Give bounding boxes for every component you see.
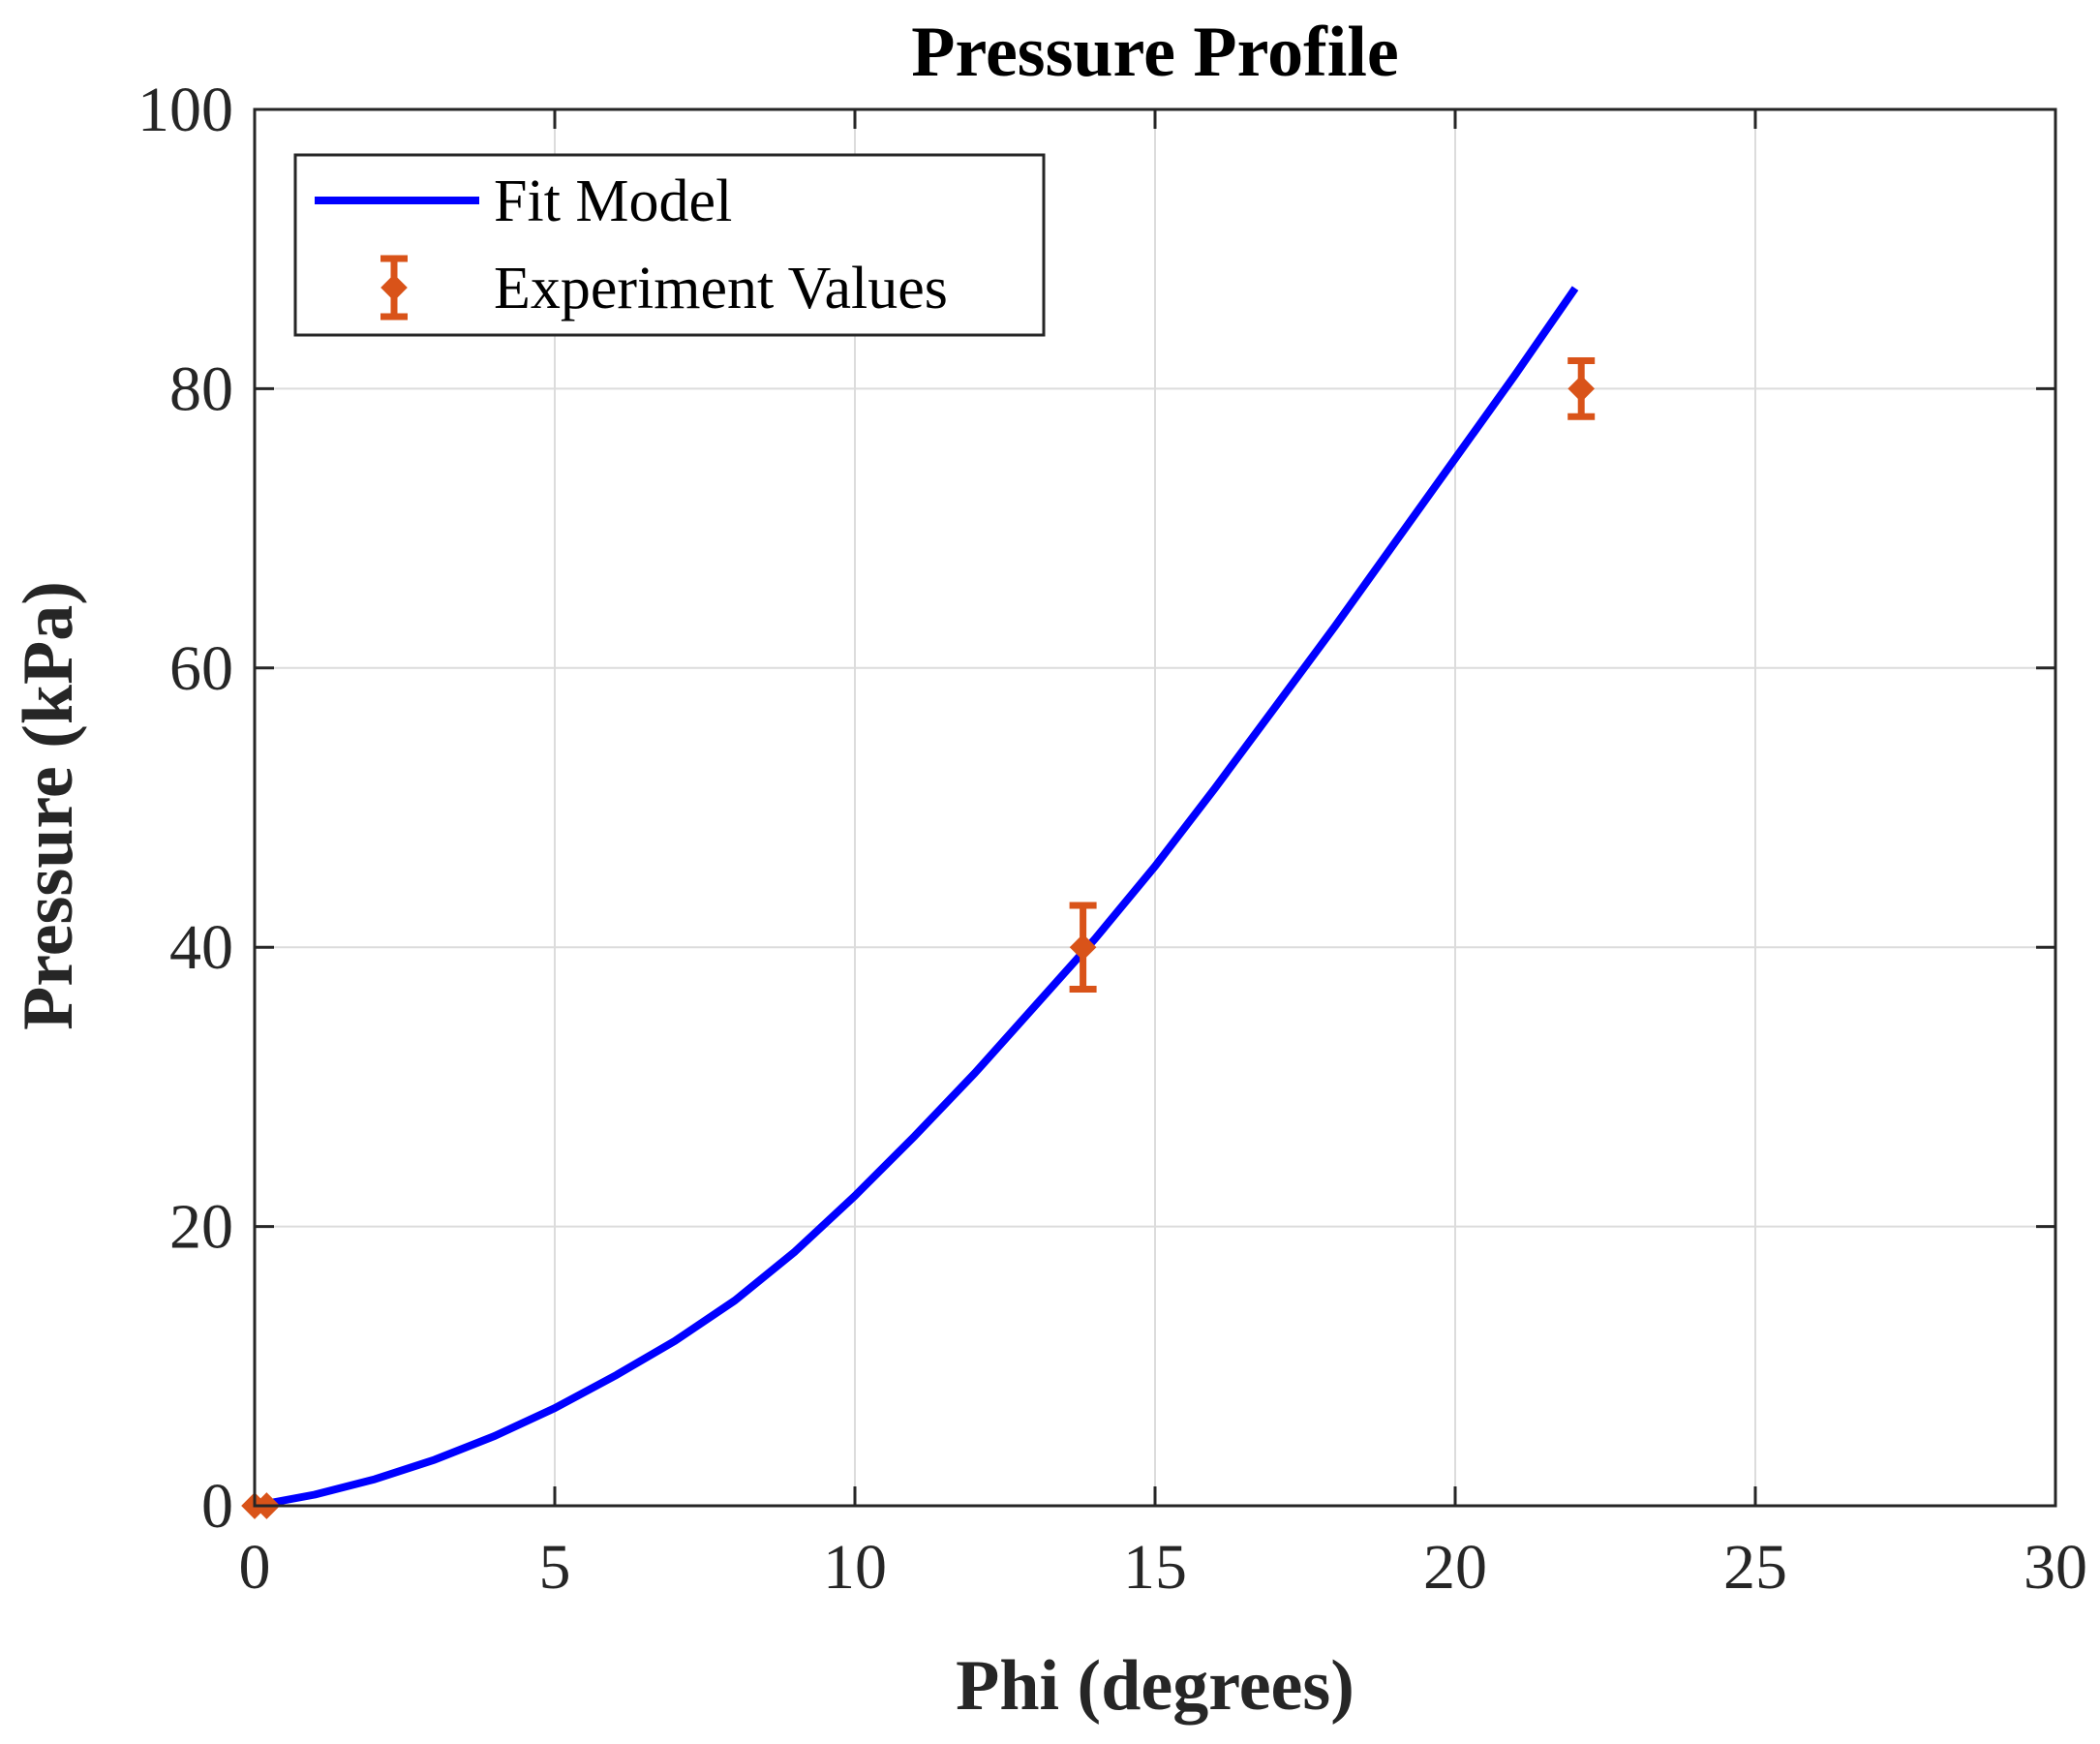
axis-ticks: [253, 107, 2057, 1508]
x-tick-label: 5: [539, 1532, 571, 1603]
legend-box: [293, 153, 1046, 337]
x-tick-label: 0: [239, 1532, 271, 1603]
chart-title: Pressure Profile: [911, 13, 1398, 92]
legend-experiment-values-swatch: [380, 255, 408, 321]
x-axis-label: Phi (degrees): [956, 1646, 1354, 1726]
x-tick-label: 20: [1423, 1532, 1487, 1603]
grid-lines: [255, 109, 2055, 1506]
x-tick-label: 15: [1123, 1532, 1187, 1603]
legend-fit-model-label: Fit Model: [494, 168, 732, 234]
experiment-point-legend: [380, 255, 408, 321]
y-tick-label: 100: [137, 75, 233, 145]
y-tick-label: 80: [169, 353, 233, 424]
x-tick-label: 25: [1723, 1532, 1787, 1603]
x-tick-label: 10: [823, 1532, 887, 1603]
experiment-marker: [380, 274, 408, 301]
y-tick-label: 60: [169, 633, 233, 704]
y-axis-label: Pressure (kPa): [9, 581, 88, 1030]
y-tick-label: 20: [169, 1192, 233, 1263]
experiment-point-2: [1069, 902, 1097, 993]
legend-experiment-values-label: Experiment Values: [494, 256, 948, 321]
tick-labels: 0 5 10 15 20 25 30 0 20 40 60 80 100: [137, 75, 2087, 1603]
fit-model-line: [254, 286, 1579, 1510]
y-tick-label: 40: [169, 912, 233, 983]
x-tick-label: 30: [2024, 1532, 2087, 1603]
y-tick-label: 0: [201, 1471, 233, 1542]
fit-model-series: [254, 286, 1579, 1510]
legend: Fit Model Experiment Values: [293, 153, 1046, 337]
experiment-marker: [1069, 933, 1097, 962]
experiment-values-series: [241, 357, 1596, 1519]
experiment-marker: [1567, 375, 1596, 403]
experiment-point-3: [1567, 357, 1596, 420]
